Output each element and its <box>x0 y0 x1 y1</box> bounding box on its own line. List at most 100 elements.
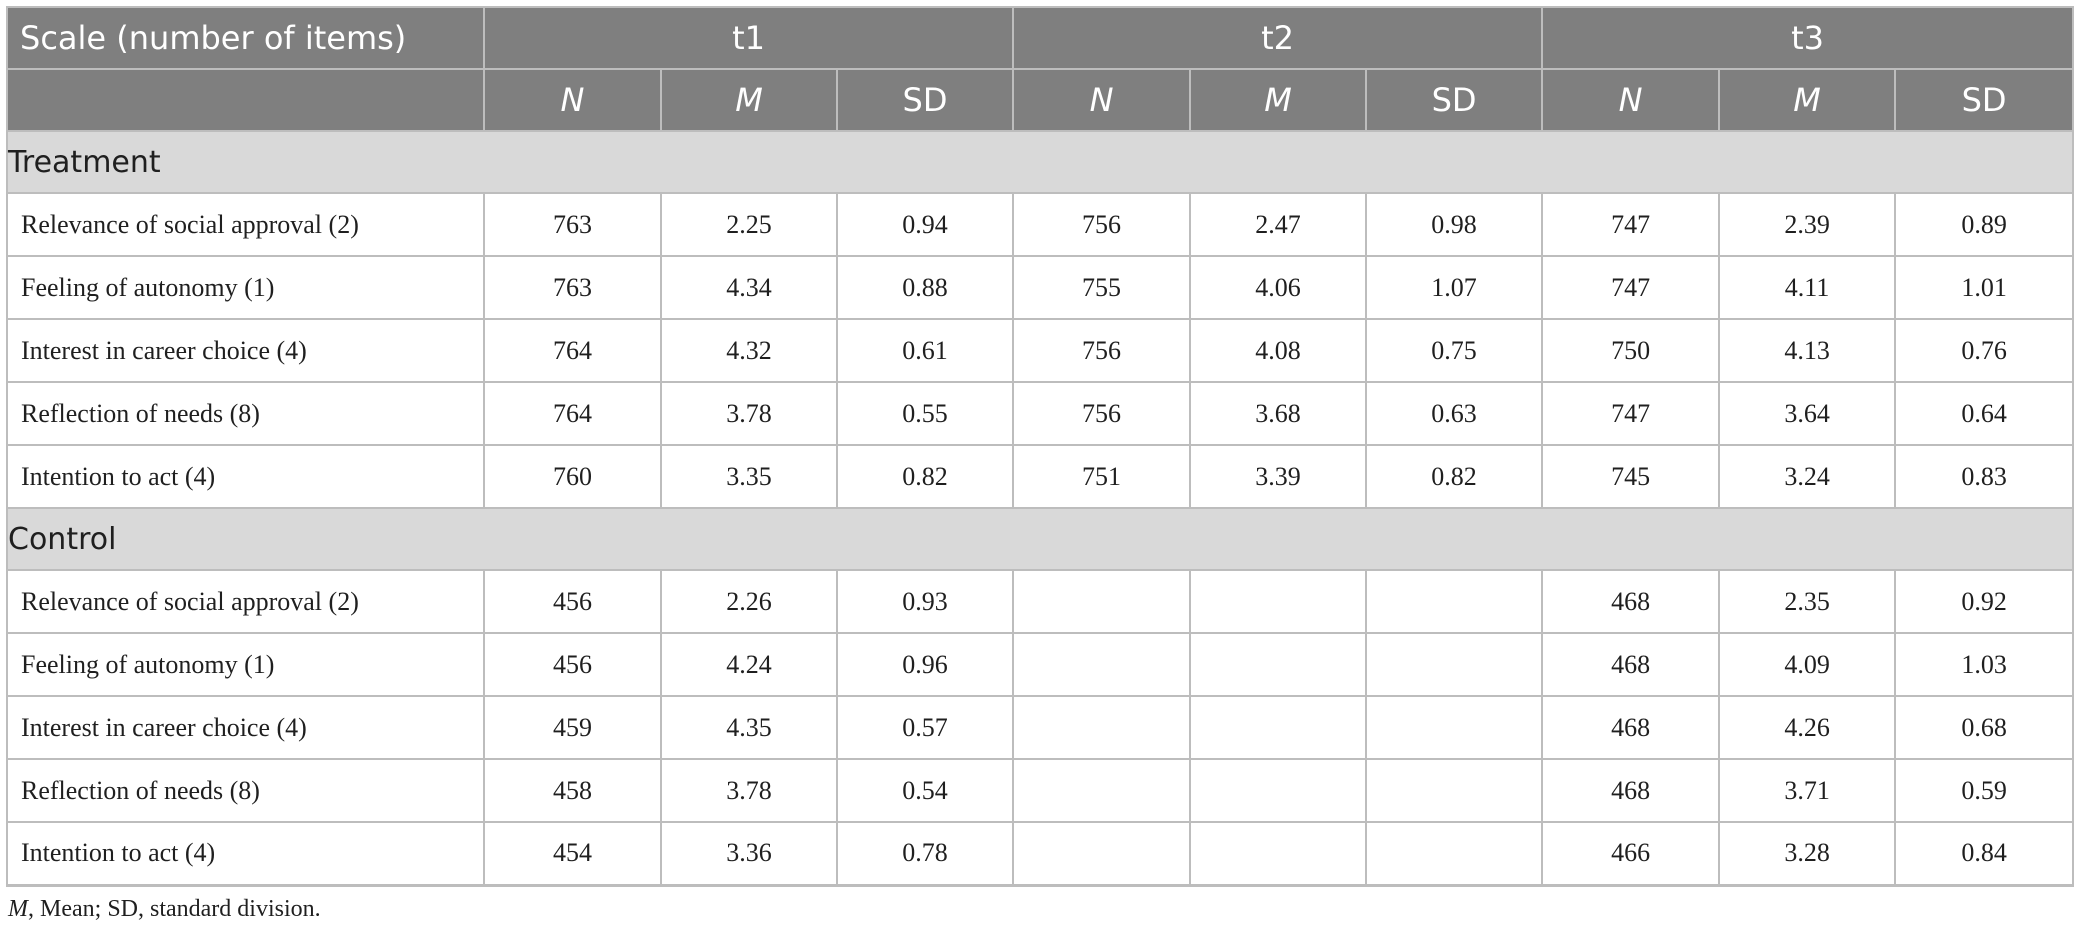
value-cell: 3.24 <box>1718 444 1897 509</box>
value-cell: 3.78 <box>660 381 838 446</box>
value-cell: 0.94 <box>835 192 1015 257</box>
value-cell: 468 <box>1541 758 1721 823</box>
value-cell: 456 <box>483 632 662 697</box>
value-cell: 756 <box>1012 192 1192 257</box>
table-row: Interest in career choice (4) 459 4.35 0.57… <box>6 695 2075 760</box>
group-label: Treatment <box>5 130 2075 194</box>
stat-header-m: M <box>660 68 838 132</box>
value-cell <box>1365 758 1544 823</box>
value-cell: 468 <box>1541 569 1721 634</box>
stat-header-sd: SD <box>1365 68 1544 132</box>
stat-header-n: N <box>1012 68 1192 132</box>
stat-header-m: M <box>1189 68 1368 132</box>
row-label: Feeling of autonomy (1) <box>6 255 485 320</box>
time-header-t1: t1 <box>482 6 1015 70</box>
value-cell: 747 <box>1541 192 1721 257</box>
table-row: Intention to act (4) 454 3.36 0.78 466 3.28 0.… <box>6 821 2075 887</box>
value-cell: 4.09 <box>1718 632 1897 697</box>
group-label: Control <box>5 507 2075 571</box>
scale-column-header: Scale (number of items) <box>6 6 485 70</box>
value-cell: 2.26 <box>660 569 838 634</box>
value-cell: 3.39 <box>1189 444 1368 509</box>
value-cell: 0.82 <box>835 444 1015 509</box>
value-cell <box>1012 632 1192 697</box>
value-cell <box>1189 695 1368 760</box>
value-cell: 0.59 <box>1894 758 2075 823</box>
value-cell: 0.63 <box>1365 381 1544 446</box>
table-footnote: M, Mean; SD, standard division. <box>8 896 321 923</box>
value-cell: 760 <box>483 444 662 509</box>
value-cell: 763 <box>483 255 662 320</box>
value-cell: 4.35 <box>660 695 838 760</box>
empty-header-cell <box>6 68 485 132</box>
value-cell: 4.34 <box>660 255 838 320</box>
value-cell: 4.08 <box>1189 318 1368 383</box>
table-row: Reflection of needs (8) 458 3.78 0.54 468 3.7… <box>6 758 2075 823</box>
value-cell: 751 <box>1012 444 1192 509</box>
value-cell <box>1189 632 1368 697</box>
value-cell: 4.24 <box>660 632 838 697</box>
value-cell: 4.11 <box>1718 255 1897 320</box>
value-cell: 0.55 <box>835 381 1015 446</box>
table-container: Scale (number of items) t1 t2 t3 N M SD … <box>5 6 2075 887</box>
value-cell <box>1012 821 1192 887</box>
row-label: Reflection of needs (8) <box>6 758 485 823</box>
table-row: Reflection of needs (8) 764 3.78 0.55 756 3.6… <box>6 381 2075 446</box>
footnote-abbr: M <box>8 896 28 922</box>
value-cell: 3.36 <box>660 821 838 887</box>
table-row: Feeling of autonomy (1) 763 4.34 0.88 755 4.0… <box>6 255 2075 320</box>
group-row: Treatment <box>5 130 2075 194</box>
value-cell: 454 <box>483 821 662 887</box>
value-cell: 1.07 <box>1365 255 1544 320</box>
value-cell: 764 <box>483 318 662 383</box>
value-cell: 4.13 <box>1718 318 1897 383</box>
value-cell: 2.25 <box>660 192 838 257</box>
value-cell: 2.39 <box>1718 192 1897 257</box>
stat-header-sd: SD <box>835 68 1015 132</box>
value-cell: 0.89 <box>1894 192 2075 257</box>
stat-header-n: N <box>483 68 662 132</box>
table-row: Feeling of autonomy (1) 456 4.24 0.96 468 4.0… <box>6 632 2075 697</box>
value-cell: 3.35 <box>660 444 838 509</box>
value-cell: 3.78 <box>660 758 838 823</box>
value-cell: 456 <box>483 569 662 634</box>
header-row-times: Scale (number of items) t1 t2 t3 <box>6 6 2075 70</box>
value-cell <box>1012 569 1192 634</box>
row-label: Intention to act (4) <box>6 444 485 509</box>
value-cell: 2.47 <box>1189 192 1368 257</box>
stat-header-m: M <box>1718 68 1897 132</box>
value-cell: 0.96 <box>835 632 1015 697</box>
value-cell: 0.64 <box>1894 381 2075 446</box>
value-cell: 747 <box>1541 381 1721 446</box>
value-cell: 0.76 <box>1894 318 2075 383</box>
value-cell: 756 <box>1012 318 1192 383</box>
row-label: Intention to act (4) <box>6 821 485 887</box>
value-cell: 747 <box>1541 255 1721 320</box>
value-cell: 466 <box>1541 821 1721 887</box>
row-label: Relevance of social approval (2) <box>6 569 485 634</box>
value-cell: 745 <box>1541 444 1721 509</box>
value-cell <box>1012 758 1192 823</box>
header-row-stats: N M SD N M SD N M SD <box>6 68 2075 132</box>
value-cell: 3.28 <box>1718 821 1897 887</box>
value-cell: 459 <box>483 695 662 760</box>
value-cell <box>1012 695 1192 760</box>
value-cell: 1.01 <box>1894 255 2075 320</box>
value-cell <box>1365 695 1544 760</box>
row-label: Relevance of social approval (2) <box>6 192 485 257</box>
value-cell: 0.83 <box>1894 444 2075 509</box>
value-cell: 3.68 <box>1189 381 1368 446</box>
value-cell <box>1365 632 1544 697</box>
table-body: Treatment Relevance of social approval (2… <box>5 130 2075 887</box>
time-header-t2: t2 <box>1012 6 1544 70</box>
value-cell: 2.35 <box>1718 569 1897 634</box>
value-cell <box>1189 821 1368 887</box>
table-row: Relevance of social approval (2) 456 2.26 0… <box>6 569 2075 634</box>
value-cell: 0.57 <box>835 695 1015 760</box>
table-row: Relevance of social approval (2) 763 2.25 0… <box>6 192 2075 257</box>
value-cell: 468 <box>1541 632 1721 697</box>
value-cell: 750 <box>1541 318 1721 383</box>
value-cell: 764 <box>483 381 662 446</box>
row-label: Feeling of autonomy (1) <box>6 632 485 697</box>
value-cell: 0.68 <box>1894 695 2075 760</box>
